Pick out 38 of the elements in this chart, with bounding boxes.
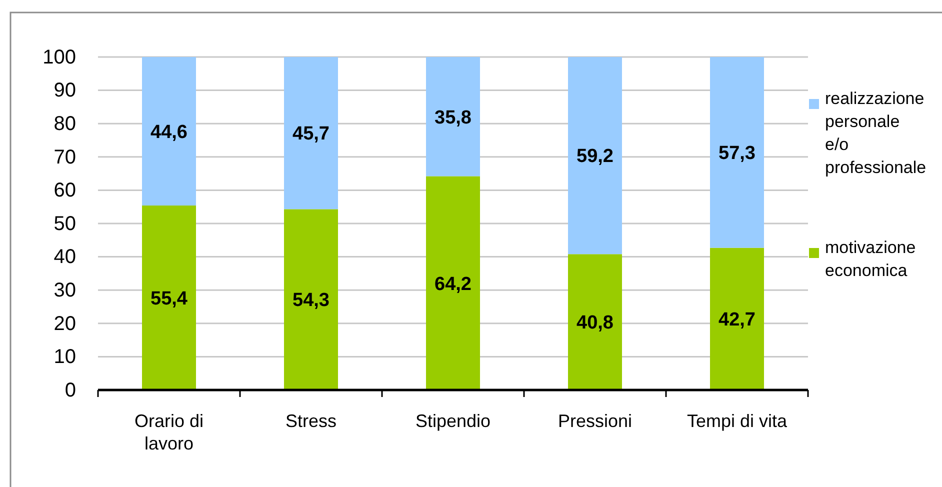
y-tick-label: 30 — [54, 280, 76, 302]
bar — [568, 254, 622, 390]
y-tick-label: 10 — [54, 346, 76, 368]
bar — [284, 57, 338, 210]
bar — [710, 248, 764, 390]
y-tick-label: 90 — [54, 80, 76, 102]
legend-label: motivazione economica — [825, 238, 916, 280]
y-tick-label: 40 — [54, 246, 76, 268]
data-label: 42,7 — [718, 310, 756, 331]
bar — [142, 57, 196, 206]
y-tick-label: 100 — [42, 46, 76, 68]
bar — [426, 57, 480, 176]
x-tick-label: Orario di lavoro — [134, 411, 204, 454]
data-label: 57,3 — [718, 143, 756, 164]
bar — [568, 57, 622, 254]
data-label: 55,4 — [150, 288, 188, 310]
bar — [710, 57, 764, 248]
y-tick-label: 0 — [64, 379, 76, 402]
y-tick-label: 60 — [54, 180, 76, 202]
legend-label: realizzazione personale e/o professionale — [825, 89, 926, 177]
data-label: 64,2 — [434, 274, 472, 295]
y-tick-label: 70 — [54, 146, 76, 168]
data-label: 44,6 — [150, 122, 188, 143]
x-tick-label: Pressioni — [558, 411, 632, 431]
data-label: 54,3 — [292, 290, 330, 312]
data-label: 45,7 — [292, 124, 330, 145]
bar — [426, 176, 480, 390]
x-tick-label: Stipendio — [415, 411, 491, 431]
data-label: 59,2 — [576, 146, 614, 168]
bar — [142, 206, 196, 390]
x-tick-label: Tempi di vita — [686, 411, 788, 431]
data-label: 40,8 — [576, 312, 614, 334]
x-tick-label: Stress — [285, 411, 337, 431]
y-tick-label: 50 — [54, 212, 76, 235]
data-label: 35,8 — [434, 107, 472, 128]
bar — [284, 209, 338, 390]
y-tick-label: 80 — [54, 113, 76, 135]
y-tick-label: 20 — [54, 312, 76, 335]
